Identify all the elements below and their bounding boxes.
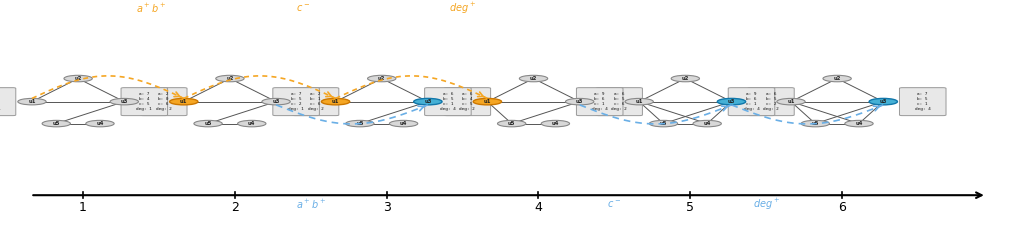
Circle shape [693,120,721,127]
Circle shape [238,120,266,127]
FancyBboxPatch shape [747,88,794,116]
Text: $deg^+$: $deg^+$ [449,0,475,16]
Circle shape [389,120,418,127]
Text: u5: u5 [53,121,60,126]
Text: a: 6
b: 4
c: 5
deg: 2: a: 6 b: 4 c: 5 deg: 2 [459,92,475,111]
Circle shape [822,75,850,82]
Text: 4: 4 [534,201,542,214]
Text: u1: u1 [28,99,35,104]
Text: u4: u4 [96,121,103,126]
Circle shape [541,120,569,127]
FancyBboxPatch shape [273,88,319,116]
Text: a: 2
b: 0
c: 6
deg: 2: a: 2 b: 0 c: 6 deg: 2 [156,92,172,111]
FancyBboxPatch shape [425,88,471,116]
Text: u1: u1 [332,99,339,104]
Circle shape [42,120,71,127]
Text: 2: 2 [231,201,239,214]
Text: u4: u4 [854,121,861,126]
Text: u2: u2 [378,76,385,81]
Text: 6: 6 [837,201,845,214]
Circle shape [717,98,745,105]
Text: a: 7
b: 5
c: 2
deg: 1: a: 7 b: 5 c: 2 deg: 1 [288,92,303,111]
Text: u2: u2 [681,76,688,81]
Circle shape [801,120,829,127]
Text: u2: u2 [75,76,82,81]
Circle shape [321,98,350,105]
Circle shape [519,75,547,82]
FancyBboxPatch shape [292,88,339,116]
Text: u5: u5 [811,121,818,126]
Text: 3: 3 [382,201,390,214]
Circle shape [170,98,198,105]
FancyBboxPatch shape [576,88,623,116]
Text: a: 7
b: 5
c: 1
deg: 4: a: 7 b: 5 c: 1 deg: 4 [914,92,930,111]
FancyBboxPatch shape [728,88,774,116]
Circle shape [565,98,593,105]
Text: u4: u4 [703,121,710,126]
Text: u5: u5 [659,121,666,126]
Circle shape [215,75,244,82]
Text: 5: 5 [685,201,694,214]
Text: a: 6
b: 5
c: 2
deg: 2: a: 6 b: 5 c: 2 deg: 2 [762,92,778,111]
Text: u4: u4 [551,121,558,126]
Text: $c^-$: $c^-$ [607,199,621,210]
FancyBboxPatch shape [121,88,168,116]
Text: u1: u1 [635,99,642,104]
Circle shape [413,98,442,105]
Text: a: 6
b: 5
c: 1
deg: 4: a: 6 b: 5 c: 1 deg: 4 [440,92,455,111]
Text: u3: u3 [272,99,279,104]
Text: u2: u2 [530,76,537,81]
Text: $c^-$: $c^-$ [296,3,309,14]
Text: u1: u1 [483,99,490,104]
Text: u4: u4 [248,121,255,126]
Text: $a^+ b^+$: $a^+ b^+$ [295,198,326,211]
Circle shape [844,120,872,127]
FancyBboxPatch shape [444,88,490,116]
Text: 1: 1 [79,201,87,214]
Text: u3: u3 [424,99,431,104]
Circle shape [86,120,114,127]
Text: u5: u5 [356,121,363,126]
Text: u1: u1 [180,99,187,104]
Circle shape [110,98,139,105]
Text: a: 7
b: 4
c: 5
deg: 1: a: 7 b: 4 c: 5 deg: 1 [136,92,152,111]
Text: a: 2
b: 1
c: 6
deg: 2: a: 2 b: 1 c: 6 deg: 2 [307,92,324,111]
Text: u3: u3 [727,99,734,104]
Circle shape [670,75,699,82]
Text: u2: u2 [833,76,840,81]
Text: u2: u2 [226,76,234,81]
FancyBboxPatch shape [595,88,642,116]
Circle shape [649,120,677,127]
Text: u5: u5 [508,121,515,126]
FancyBboxPatch shape [0,88,16,116]
FancyBboxPatch shape [899,88,945,116]
Text: u3: u3 [120,99,127,104]
Text: a: 9
b: 6
c: 1
deg: 4: a: 9 b: 6 c: 1 deg: 4 [743,92,758,111]
Text: $a^+ b^+$: $a^+ b^+$ [136,2,166,15]
Circle shape [625,98,653,105]
Text: u5: u5 [204,121,211,126]
Circle shape [776,98,805,105]
Circle shape [497,120,526,127]
Text: u3: u3 [575,99,582,104]
Text: a: 6
b: 5
c: 6
deg: 2: a: 6 b: 5 c: 6 deg: 2 [611,92,627,111]
Circle shape [346,120,374,127]
Circle shape [262,98,290,105]
Circle shape [18,98,47,105]
Circle shape [64,75,92,82]
Text: a: 9
b: 6
c: 1
deg: 4: a: 9 b: 6 c: 1 deg: 4 [591,92,607,111]
Circle shape [194,120,222,127]
Text: $deg^+$: $deg^+$ [752,197,778,212]
FancyBboxPatch shape [141,88,187,116]
Circle shape [473,98,501,105]
Text: u1: u1 [787,99,794,104]
Text: u3: u3 [879,99,886,104]
Text: u4: u4 [399,121,406,126]
Circle shape [367,75,395,82]
Circle shape [868,98,897,105]
